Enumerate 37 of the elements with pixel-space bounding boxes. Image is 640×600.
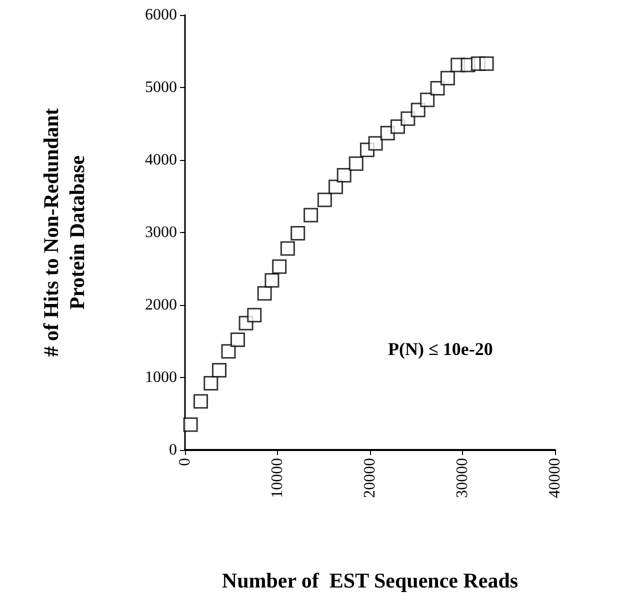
point [336, 168, 352, 182]
y-tick-label: 1000 [145, 369, 177, 386]
y-axis-title: # of Hits to Non-Redundant Protein Database [39, 108, 89, 357]
point [280, 241, 295, 256]
point [430, 80, 445, 96]
point [317, 192, 332, 208]
point [440, 70, 455, 86]
point [230, 332, 245, 348]
point [368, 136, 383, 151]
point [247, 308, 262, 322]
x-tick-label: 40000 [546, 458, 564, 498]
point [264, 273, 280, 288]
point [212, 363, 226, 378]
point [221, 344, 236, 359]
point [272, 259, 287, 274]
annotation: P(N) ≤ 10e-20 [388, 339, 493, 359]
point [420, 92, 435, 108]
point [290, 226, 306, 240]
y-tick-label: 6000 [145, 6, 177, 24]
point [183, 417, 198, 432]
x-tick-label: 10000 [269, 458, 286, 498]
point [348, 156, 364, 171]
y-tick-label: 5000 [145, 79, 177, 96]
y-tick-label: 4000 [145, 152, 177, 168]
y-tick-label: 0 [169, 442, 177, 458]
x-tick-label: 20000 [362, 458, 378, 498]
point [328, 180, 344, 194]
point [257, 286, 272, 301]
y-tick-label: 3000 [145, 224, 177, 241]
point [204, 376, 218, 391]
point [304, 208, 318, 222]
point [193, 394, 208, 409]
y-tick-label: 2000 [145, 296, 177, 314]
x-tick-label: 0 [176, 458, 194, 466]
x-tick-label: 30000 [454, 458, 471, 498]
x-axis-title: Number of EST Sequence Reads [222, 568, 518, 592]
point [479, 56, 494, 71]
